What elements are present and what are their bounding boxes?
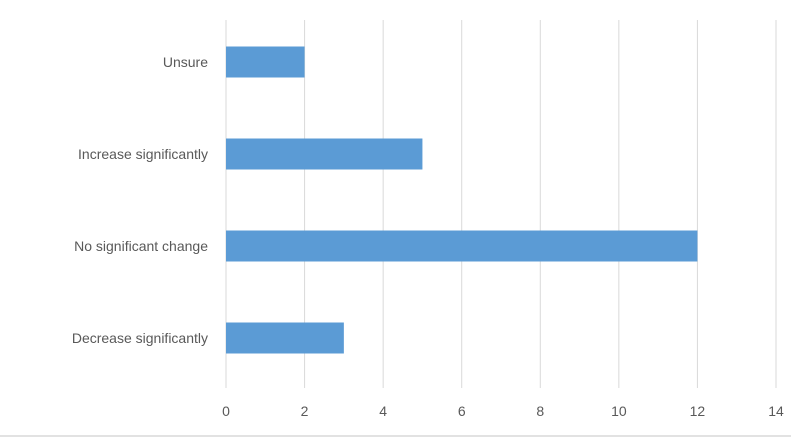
bar-unsure (226, 46, 305, 78)
bar-decrease-significantly (226, 322, 344, 354)
bars (226, 46, 698, 354)
x-tick-label-4: 4 (379, 403, 387, 419)
category-labels: Unsure Increase significantly No significa… (72, 54, 208, 346)
category-label-no-significant-change: No significant change (74, 238, 208, 254)
bar-increase-significantly (226, 138, 423, 170)
x-tick-label-6: 6 (458, 403, 466, 419)
x-tick-label-8: 8 (536, 403, 544, 419)
x-axis-tick-labels: 0 2 4 6 8 10 12 14 (222, 403, 784, 419)
category-label-decrease-significantly: Decrease significantly (72, 330, 208, 346)
category-label-unsure: Unsure (163, 54, 208, 70)
x-tick-label-14: 14 (768, 403, 784, 419)
gridlines (225, 20, 777, 388)
x-tick-label-12: 12 (690, 403, 706, 419)
x-tick-label-0: 0 (222, 403, 230, 419)
category-label-increase-significantly: Increase significantly (78, 146, 208, 162)
x-tick-label-2: 2 (301, 403, 309, 419)
x-tick-label-10: 10 (611, 403, 627, 419)
bar-no-significant-change (226, 230, 698, 262)
